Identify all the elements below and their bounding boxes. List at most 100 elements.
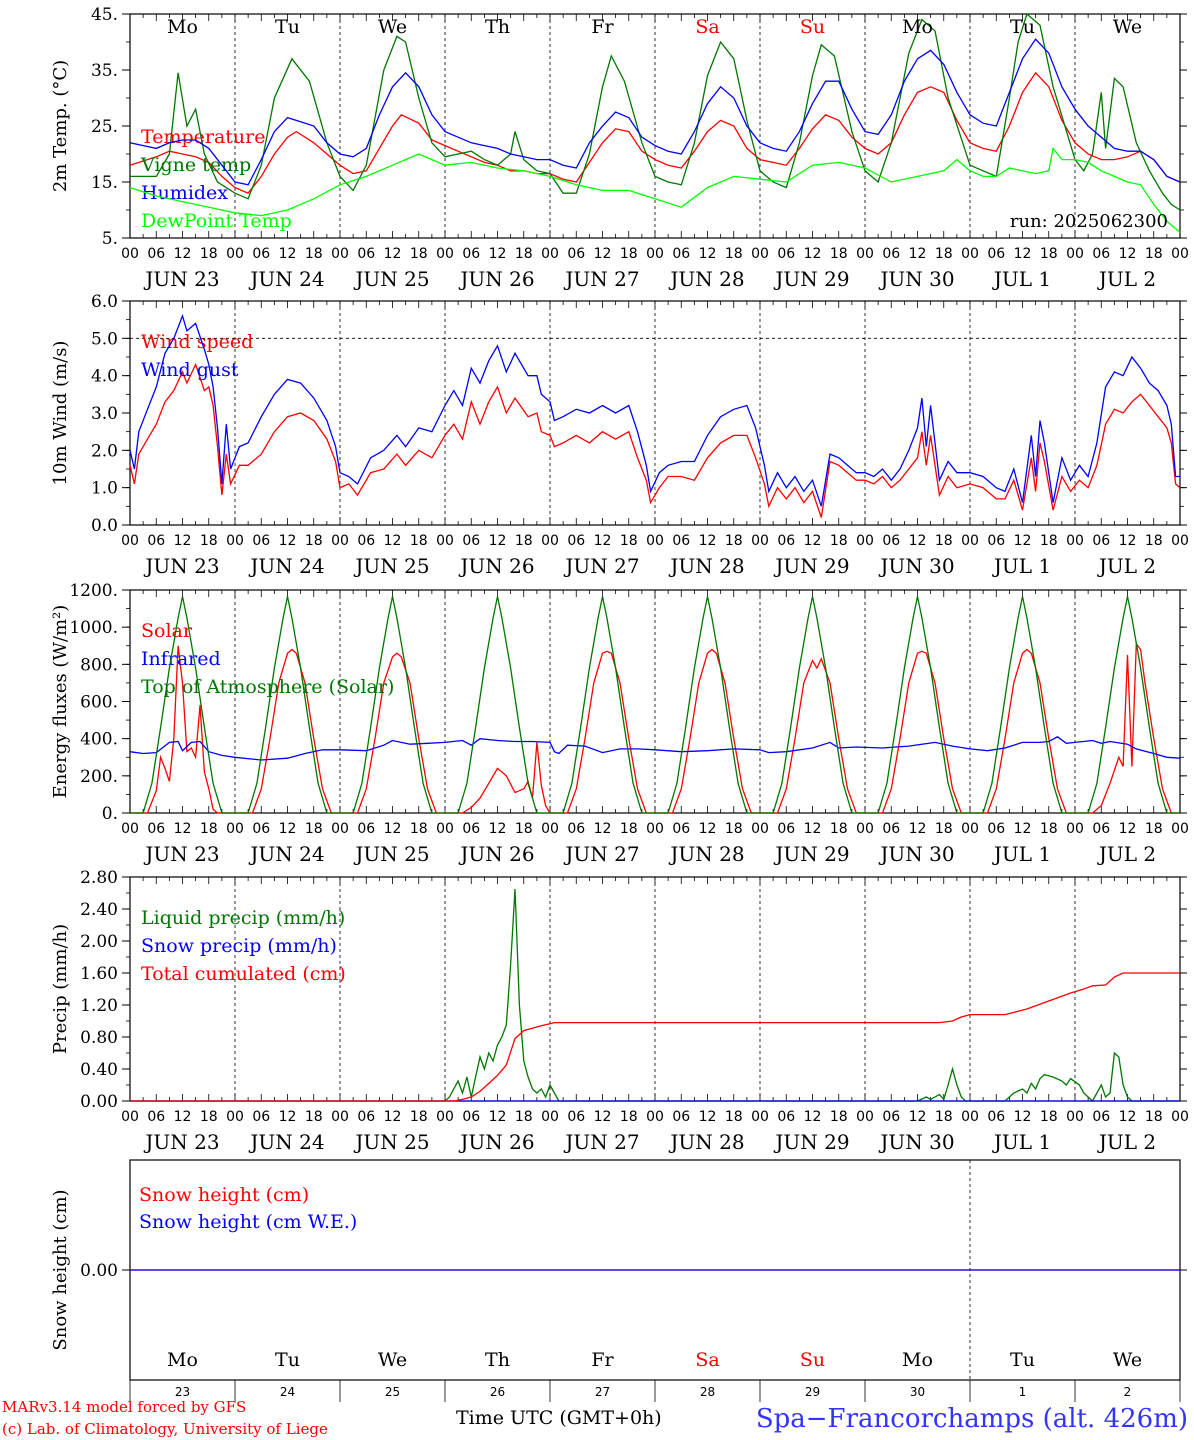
date-label: JUN 24 [248, 267, 324, 291]
legend-entry: Vigne temp [140, 154, 251, 176]
day-of-week-label: We [378, 1349, 407, 1371]
hour-tick-label: 06 [462, 821, 480, 837]
y-tick-label: 5. [102, 229, 118, 249]
date-label: JUN 27 [563, 554, 639, 578]
hour-tick-label: 18 [200, 1109, 218, 1125]
date-label: JUL 1 [992, 267, 1051, 291]
hour-tick-label: 00 [541, 1109, 559, 1125]
day-of-week-label: Th [485, 16, 510, 38]
date-label: JUN 25 [353, 267, 429, 291]
y-tick-label: 800. [80, 655, 118, 675]
legend-entry: Wind speed [141, 331, 253, 353]
hour-tick-label: 12 [594, 1109, 612, 1125]
date-label: JUN 25 [353, 1130, 429, 1154]
hour-tick-label: 00 [121, 533, 139, 549]
hour-tick-label: 00 [856, 1109, 874, 1125]
series-line-liquid-precip-mm-h [130, 888, 1180, 1103]
series-line-total-cumulated-cm [130, 972, 1180, 1102]
hour-tick-label: 00 [331, 821, 349, 837]
y-tick-label: 1.60 [80, 964, 118, 984]
hour-tick-label: 12 [1119, 1109, 1137, 1125]
hour-tick-label: 18 [830, 1109, 848, 1125]
hour-tick-label: 00 [331, 1109, 349, 1125]
hour-tick-label: 18 [725, 821, 743, 837]
day-of-week-label: Tu [1010, 16, 1035, 38]
hour-tick-label: 06 [777, 533, 795, 549]
hour-tick-label: 12 [384, 1109, 402, 1125]
hour-tick-label: 12 [384, 246, 402, 262]
date-number-label: 2 [1124, 1385, 1132, 1399]
date-label: JUL 1 [992, 842, 1051, 866]
series-line-wind-speed [129, 362, 1181, 518]
hour-tick-label: 12 [1014, 1109, 1032, 1125]
hour-tick-label: 12 [174, 533, 192, 549]
hour-tick-label: 12 [489, 533, 507, 549]
hour-tick-label: 00 [1066, 821, 1084, 837]
hour-tick-label: 12 [699, 1109, 717, 1125]
y-tick-label: 4.0 [91, 367, 118, 387]
hour-tick-label: 00 [1171, 246, 1189, 262]
date-label: JUN 23 [143, 554, 219, 578]
hour-tick-label: 00 [1171, 1109, 1189, 1125]
hour-tick-label: 12 [174, 1109, 192, 1125]
date-label: JUN 24 [248, 554, 324, 578]
hour-tick-label: 06 [567, 533, 585, 549]
hour-tick-label: 12 [1119, 821, 1137, 837]
day-of-week-label: We [1113, 16, 1142, 38]
date-label: JUN 23 [143, 267, 219, 291]
legend-entry: Humidex [141, 182, 228, 204]
hour-tick-label: 18 [620, 533, 638, 549]
day-of-week-label: Th [485, 1349, 510, 1371]
hour-tick-label: 06 [147, 246, 165, 262]
hour-tick-label: 00 [961, 533, 979, 549]
date-label: JUN 25 [353, 554, 429, 578]
hour-tick-label: 00 [961, 246, 979, 262]
hour-tick-label: 12 [594, 533, 612, 549]
date-label: JUN 29 [773, 842, 849, 866]
date-number-label: 25 [385, 1385, 400, 1399]
date-number-label: 27 [595, 1385, 610, 1399]
date-label: JUN 26 [458, 554, 534, 578]
hour-tick-label: 18 [200, 246, 218, 262]
panel-wind: 0.0 1.0 2.0 3.0 4.0 5.0 6.0 10m Wind (m/s) Wind … [50, 292, 1189, 578]
hour-tick-label: 06 [252, 821, 270, 837]
credit-line-1: MARv3.14 model forced by GFS [2, 1398, 246, 1416]
hour-tick-label: 06 [882, 246, 900, 262]
panel-snow: 0.00 Snow height (cm) Snow height (cm) Snow… [50, 1159, 1187, 1402]
hour-tick-label: 12 [909, 246, 927, 262]
hour-tick-label: 00 [856, 246, 874, 262]
y-tick-label: 0.00 [80, 1261, 118, 1281]
date-label: JUL 2 [1097, 1130, 1156, 1154]
y-tick-label: 0.0 [91, 516, 118, 536]
series-line-temperature [129, 71, 1181, 194]
y-tick-label: 6.0 [91, 292, 118, 312]
day-of-week-label: Fr [591, 16, 614, 38]
legend-entry: Liquid precip (mm/h) [141, 907, 345, 929]
day-of-week-label: Fr [591, 1349, 614, 1371]
hour-tick-label: 18 [305, 246, 323, 262]
date-label: JUL 1 [992, 554, 1051, 578]
date-number-label: 28 [700, 1385, 715, 1399]
y-tick-label: 2.00 [80, 932, 118, 952]
hour-tick-label: 12 [804, 821, 822, 837]
day-of-week-label: Mo [167, 1349, 198, 1371]
hour-tick-label: 12 [279, 246, 297, 262]
series-line-solar [130, 642, 1180, 814]
hour-tick-label: 18 [515, 821, 533, 837]
y-tick-label: 0. [102, 804, 118, 824]
hour-tick-label: 06 [777, 821, 795, 837]
y-tick-label: 3.0 [91, 404, 118, 424]
hour-tick-label: 18 [725, 1109, 743, 1125]
hour-tick-label: 12 [489, 821, 507, 837]
date-label: JUN 26 [458, 842, 534, 866]
date-label: JUN 28 [668, 554, 744, 578]
hour-tick-label: 18 [830, 821, 848, 837]
hour-tick-label: 12 [594, 821, 612, 837]
hour-tick-label: 18 [1040, 246, 1058, 262]
hour-tick-label: 00 [226, 533, 244, 549]
hour-tick-label: 00 [541, 246, 559, 262]
hour-tick-label: 06 [987, 1109, 1005, 1125]
date-label: JUN 23 [143, 842, 219, 866]
y-tick-label: 1000. [69, 618, 118, 638]
